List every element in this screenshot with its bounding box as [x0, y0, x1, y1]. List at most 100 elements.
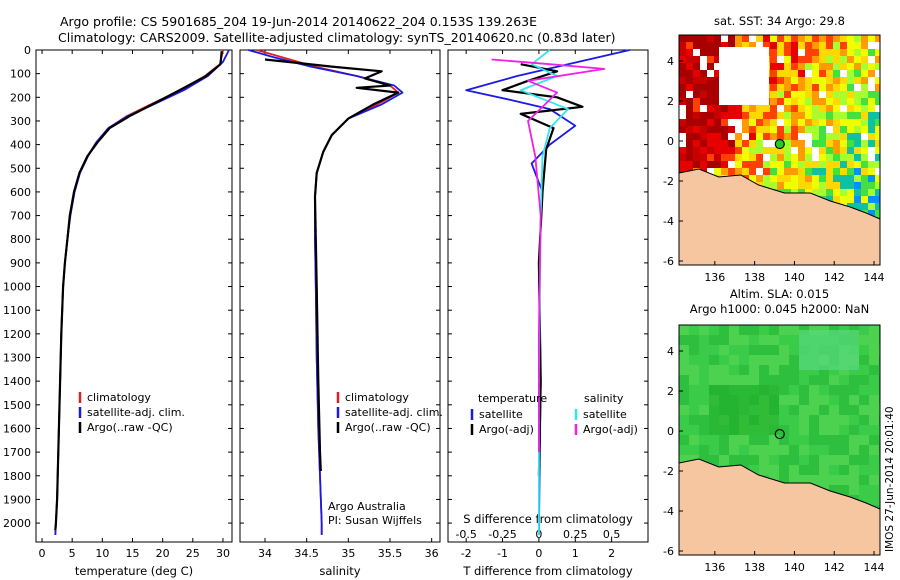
plot-frame	[239, 49, 441, 543]
map-frame	[678, 34, 881, 266]
y-tick-label: 1400	[3, 375, 31, 388]
x-tick-label: 5	[69, 547, 76, 560]
series-line-climatology	[256, 49, 400, 535]
map-y-tick-label: 4	[667, 345, 674, 358]
legend-label: Argo(..raw -QC)	[87, 421, 173, 434]
x2-tick-label: -0.5	[455, 528, 476, 541]
y-tick-label: 1300	[3, 352, 31, 365]
x-tick-label: 34.5	[294, 547, 319, 560]
map-y-tick-label: -2	[663, 175, 674, 188]
difference-profile: -2 -1 0 1 2 T difference from climatology S di…	[447, 49, 649, 578]
legend-heading-temperature: temperature	[478, 392, 547, 405]
map-y-tick-label: 0	[667, 425, 674, 438]
series-line-argo-raw-qc-	[264, 58, 400, 472]
legend-label: satellite	[583, 408, 627, 421]
sla-high-patch	[799, 330, 859, 370]
chart-title-line1: Argo profile: CS 5901685_204 19-Jun-2014…	[60, 14, 538, 29]
x2-axis-label: S difference from climatology	[463, 512, 633, 526]
y-tick-label: 300	[10, 115, 31, 128]
map-frame	[678, 324, 881, 556]
sla-map: 136 138 140 142 144 -6 -4 -2 0 2 4 Altim. SLA: 0.01…	[663, 287, 885, 574]
x-tick-label: 36	[425, 547, 439, 560]
y-tick-label: 1200	[3, 328, 31, 341]
x-tick-label: 0	[535, 547, 542, 560]
map-x-tick-label: 136	[704, 271, 725, 284]
y-tick-label: 0	[24, 44, 31, 57]
y-tick-label: 1900	[3, 493, 31, 506]
map-y-tick-label: -6	[663, 255, 674, 268]
x-tick-label: 34	[258, 547, 272, 560]
y-tick-label: 400	[10, 139, 31, 152]
annotation-label: Argo Australia	[328, 500, 406, 513]
timestamp-stamp: IMOS 27-Jun-2014 20:01:40	[884, 406, 896, 552]
y-tick-label: 2000	[3, 517, 31, 530]
map-x-tick-label: 144	[864, 561, 885, 574]
legend-label: climatology	[345, 391, 409, 404]
annotation-label: PI: Susan Wijffels	[328, 514, 422, 527]
map-y-tick-label: 2	[667, 385, 674, 398]
x-axis-label: salinity	[319, 564, 360, 578]
y-tick-label: 600	[10, 186, 31, 199]
land-new-guinea	[679, 458, 880, 555]
map-x-tick-label: 140	[784, 271, 805, 284]
map-title: Altim. SLA: 0.015	[730, 287, 829, 301]
y-tick-label: 200	[10, 91, 31, 104]
y-tick-label: 1100	[3, 304, 31, 317]
y-tick-label: 1700	[3, 446, 31, 459]
series-line-satellite-adj-clim-	[248, 49, 404, 535]
y-tick-label: 1500	[3, 399, 31, 412]
legend-label: Argo(-adj)	[583, 423, 638, 436]
legend-label: climatology	[87, 391, 151, 404]
series-line-argo-raw-qc-	[54, 51, 223, 531]
y-tick-label: 500	[10, 162, 31, 175]
x2-tick-label: 0.25	[563, 528, 588, 541]
y-tick-label: 1800	[3, 470, 31, 483]
map-x-tick-label: 138	[744, 561, 765, 574]
map-x-tick-label: 138	[744, 271, 765, 284]
x-tick-label: 20	[156, 547, 170, 560]
x2-tick-label: -0.25	[488, 528, 516, 541]
x-tick-label: 35	[341, 547, 355, 560]
x-axis-label: T difference from climatology	[462, 564, 633, 578]
map-subtitle: Argo h1000: 0.045 h2000: NaN	[690, 302, 869, 316]
x-tick-label: 15	[125, 547, 139, 560]
map-field	[679, 325, 880, 555]
map-y-tick-label: -2	[663, 465, 674, 478]
map-x-tick-label: 136	[704, 561, 725, 574]
sla-low-patch	[709, 385, 779, 435]
x-tick-label: 1	[572, 547, 579, 560]
x2-tick-label: 0.5	[603, 528, 621, 541]
x-tick-label: 25	[186, 547, 200, 560]
map-y-tick-label: -4	[663, 505, 674, 518]
x-tick-label: 0	[39, 547, 46, 560]
map-y-tick-label: 2	[667, 95, 674, 108]
argo-position-marker	[774, 428, 785, 440]
map-y-tick-label: 4	[667, 55, 674, 68]
chart-title-line2: Climatology: CARS2009. Satellite-adjuste…	[58, 30, 616, 45]
plot-frame	[35, 49, 233, 543]
y-tick-label: 800	[10, 233, 31, 246]
maps-layer: 136 138 140 142 144 -6 -4 -2 0 2 4 sat. SST: 34 Arg…	[663, 14, 885, 574]
series-line-climatology	[54, 49, 224, 535]
x-axis-label: temperature (deg C)	[75, 564, 193, 578]
legend-label: satellite-adj. clim.	[345, 406, 443, 419]
map-y-tick-label: -4	[663, 215, 674, 228]
legend-label: Argo(..raw -QC)	[345, 421, 431, 434]
map-x-tick-label: 144	[864, 271, 885, 284]
map-title: sat. SST: 34 Argo: 29.8	[714, 14, 845, 28]
legend-label: Argo(-adj)	[479, 423, 534, 436]
plot-frame	[447, 49, 649, 543]
y-tick-label: 900	[10, 257, 31, 270]
salinity-profile: 34 34.5 35 35.5 36 salinity climatology satelli…	[239, 49, 443, 578]
map-y-tick-label: 0	[667, 135, 674, 148]
x-tick-label: 2	[608, 547, 615, 560]
x-tick-label: -1	[497, 547, 508, 560]
series-line-salinity-argo-adj-	[491, 58, 606, 453]
series-line-temperature-satellite	[465, 49, 631, 535]
y-tick-label: 1600	[3, 422, 31, 435]
series-line-satellite-adj-clim-	[54, 49, 230, 535]
x-tick-label: 10	[95, 547, 109, 560]
map-x-tick-label: 142	[824, 271, 845, 284]
land-new-guinea	[679, 168, 880, 265]
